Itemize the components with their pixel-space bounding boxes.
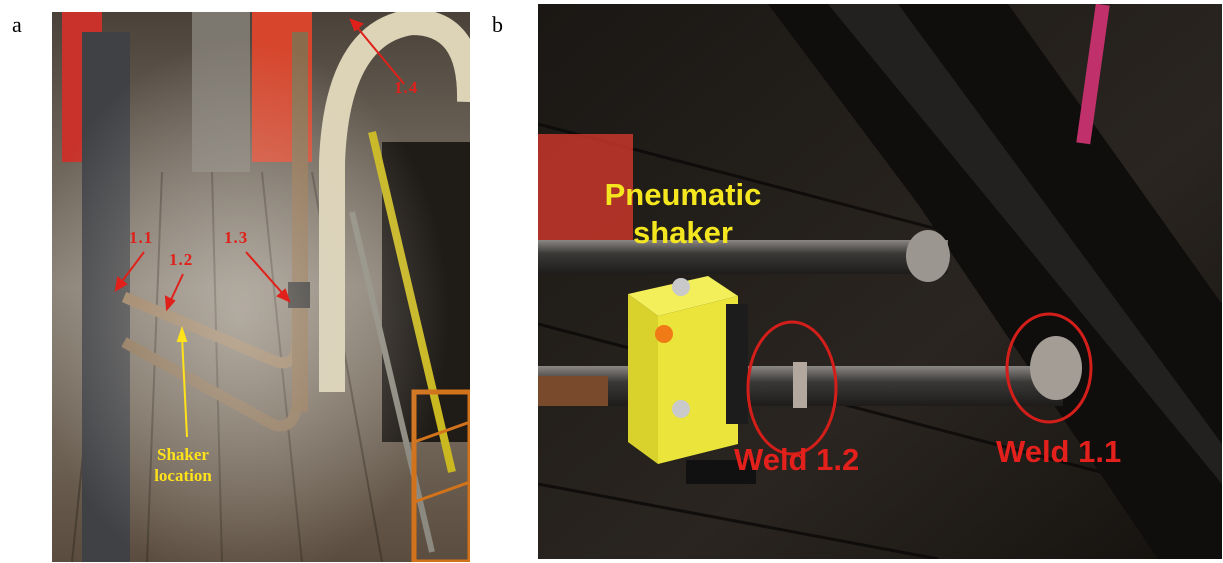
label-weld-1-2: Weld 1.2 — [734, 442, 860, 477]
photo-a-pipework-overview: 1.1 1.2 1.3 1.4 Shaker location — [52, 12, 470, 562]
photo-b-weld-closeup: Pneumatic shaker Weld 1.2 Weld 1.1 — [538, 4, 1222, 559]
shaker-arrow — [176, 325, 188, 438]
label-pneumatic-shaker: Pneumatic shaker — [604, 177, 762, 250]
main-large-pipe — [768, 4, 1222, 559]
label-1-2: 1.2 — [169, 250, 194, 269]
label-1-1: 1.1 — [129, 228, 154, 247]
photo-a-illustration — [52, 12, 470, 562]
weld-1-1-circle — [1005, 312, 1093, 424]
annotation-arrows-a — [114, 18, 405, 312]
upper-small-bore-pipe — [538, 240, 948, 274]
magenta-rod — [1076, 4, 1110, 145]
weld-1-2-circle — [746, 320, 838, 456]
panel-letter-a: a — [12, 12, 22, 37]
label-1-4: 1.4 — [394, 78, 419, 97]
label-1-3: 1.3 — [224, 228, 249, 247]
label-shaker-location: Shaker location — [154, 445, 212, 485]
label-weld-1-1: Weld 1.1 — [996, 434, 1122, 469]
photo-b-illustration — [538, 4, 1222, 559]
pneumatic-shaker — [628, 276, 756, 484]
panel-letter-b: b — [492, 12, 503, 37]
